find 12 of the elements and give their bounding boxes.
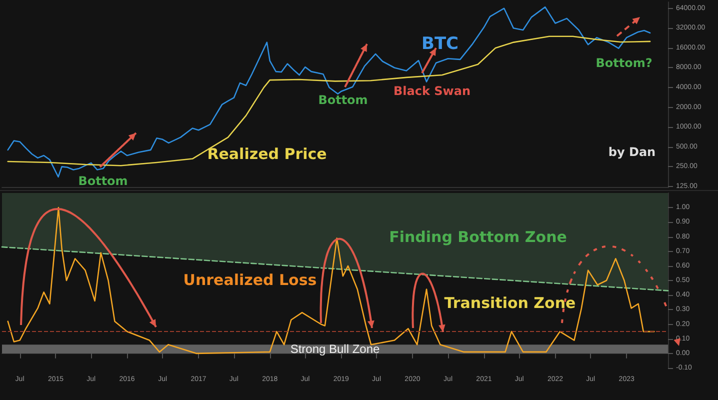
annotation: Unrealized Loss: [183, 271, 317, 289]
annotation: Bottom: [78, 174, 128, 188]
annotation: BTC: [421, 34, 459, 54]
annotation: Bottom?: [596, 56, 652, 70]
annotation: Bottom: [318, 93, 368, 107]
annotation: Transition Zone: [444, 294, 576, 312]
band-label: Strong Bull Zone: [290, 342, 380, 356]
annotation: Realized Price: [207, 145, 327, 163]
annotation: by Dan: [608, 145, 656, 159]
line-series: [7, 206, 655, 354]
annotation: Finding Bottom Zone: [389, 228, 567, 246]
annotation: Black Swan: [394, 84, 470, 98]
